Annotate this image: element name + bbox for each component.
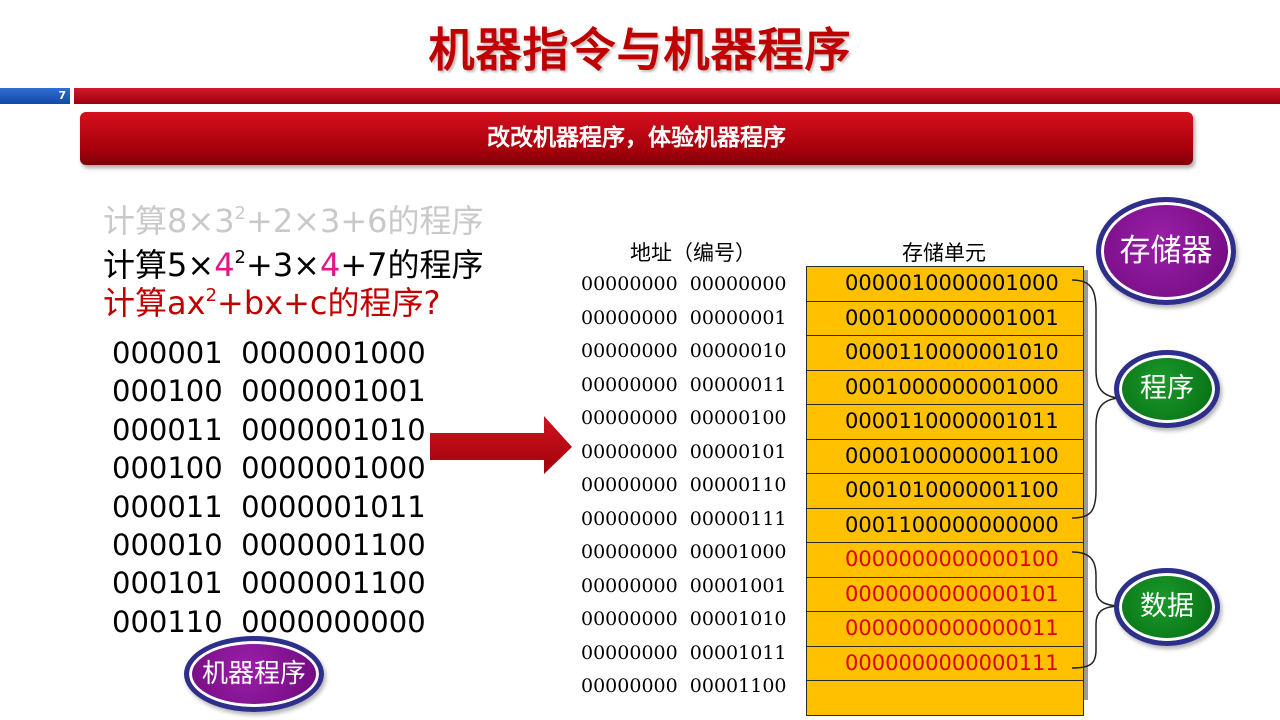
task-text: × [187,202,215,240]
data-brace [1071,551,1119,669]
memory-cell-value: 0000000000000101 [845,581,1059,606]
program-line: 000110 0000000000 [112,604,426,639]
memory-address: 00000000 00000110 [581,474,787,496]
task-exponent: 2 [205,285,218,306]
task-line-2: 计算5×42+3×4+7的程序 [103,245,484,285]
program-badge: 程序 [1114,350,1220,428]
memory-cell: 0000100000001100 [806,439,1084,474]
memory-cell-value: 0001010000001100 [845,478,1059,502]
memory-cell-value: 0001100000000000 [845,512,1059,537]
program-listing: 000001 0000001000 000100 0000001001 0000… [112,334,426,641]
task-text: +3× [246,246,320,284]
memory-cell: 0000110000001010 [806,336,1084,371]
task-exponent: 2 [234,203,246,224]
memory-address: 00000000 00000111 [581,507,787,530]
subtitle-banner: 改改机器程序，体验机器程序 [80,112,1193,165]
cell-column-header: 存储单元 [902,241,986,265]
memory-address: 00000000 00001001 [581,574,787,597]
memory-cell-value: 0000010000001000 [845,271,1059,295]
task-text: 计算8 [103,202,188,240]
memory-cell-data: 0000000000000111 [806,646,1084,681]
program-line: 000001 0000001000 [112,336,426,370]
memory-cell: 0001100000000000 [806,508,1084,543]
memory-cell: 0000110000001011 [806,405,1084,440]
program-line: 000101 0000001100 [112,566,426,601]
memory-address: 00000000 00000100 [581,407,787,429]
task-highlight: 4 [319,246,341,284]
memory-cell-value: 0000000000000011 [845,616,1059,640]
task-line-3: 计算ax2+bx+c的程序? [103,283,440,323]
program-line: 000011 0000001011 [112,489,426,524]
page-number: 7 [58,89,66,102]
memory-address: 00000000 00000101 [581,440,787,463]
memory-cell-data: 0000000000000011 [806,612,1084,647]
memory-cell-value: 0000110000001011 [845,409,1059,433]
memory-address: 00000000 00001100 [581,675,787,697]
right-arrow-icon [430,416,572,474]
task-text: 计算5× [103,246,215,284]
memory-cell-data: 0000000000000101 [806,577,1084,612]
task-text: 计算ax [103,284,206,322]
memory-address: 00000000 00001000 [581,541,787,563]
program-line: 000010 0000001100 [112,528,426,563]
memory-cell-value: 0000100000001100 [845,443,1059,468]
machine-program-badge: 机器程序 [184,636,324,712]
memory-cell: 0001000000001001 [806,301,1084,336]
memory-cell-value: 0001000000001001 [845,305,1059,330]
memory-address: 00000000 00001011 [581,641,787,664]
task-text: 3 [214,202,235,240]
header-bar-red [74,88,1280,104]
memory-address: 00000000 00001010 [581,608,787,630]
task-line-1: 计算8×32+2×3+6的程序 [103,201,484,241]
header-bar-blue [0,88,70,104]
task-text: +bx+c的程序? [217,284,441,322]
memory-cell-value: 0001000000001000 [845,374,1059,399]
memory-cell-value: 0000000000000100 [845,547,1059,571]
program-brace [1071,279,1119,519]
memory-cells: 0000010000001000 0001000000001001 000011… [806,266,1084,716]
memory-address: 00000000 00000000 [581,273,787,295]
memory-cell-empty [806,681,1084,716]
memory-cell: 0001010000001100 [806,474,1084,509]
page-title: 机器指令与机器程序 [428,23,852,77]
task-highlight: 4 [214,246,235,284]
program-line: 000100 0000001001 [112,374,426,409]
task-text: +7的程序 [340,246,484,284]
data-badge: 数据 [1114,568,1220,646]
memory-address: 00000000 00000010 [581,340,787,362]
address-column-header: 地址（编号） [630,241,756,265]
task-exponent: 2 [234,247,246,268]
memory-address: 00000000 00000001 [581,306,787,329]
task-text: +2×3+6的程序 [246,202,484,240]
memory-cell: 0001000000001000 [806,370,1084,405]
memory-address: 00000000 00000011 [581,373,787,396]
memory-cell: 0000010000001000 [806,266,1084,302]
memory-cell-data: 0000000000000100 [806,543,1084,578]
memory-cell-value: 0000110000001010 [845,340,1059,364]
program-line: 000011 0000001010 [112,412,426,447]
memory-badge: 存储器 [1096,197,1236,305]
memory-cell-value: 0000000000000111 [845,650,1059,675]
program-line: 000100 0000001000 [112,451,426,486]
